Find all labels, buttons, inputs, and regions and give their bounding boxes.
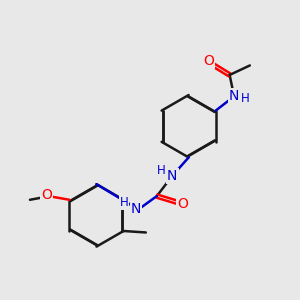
Text: N: N xyxy=(229,89,239,103)
Text: N: N xyxy=(167,169,178,183)
Text: O: O xyxy=(178,197,188,211)
Text: H: H xyxy=(241,92,250,105)
Text: N: N xyxy=(131,202,141,216)
Text: O: O xyxy=(41,188,52,202)
Text: H: H xyxy=(157,164,165,177)
Text: O: O xyxy=(203,54,214,68)
Text: H: H xyxy=(120,196,128,209)
